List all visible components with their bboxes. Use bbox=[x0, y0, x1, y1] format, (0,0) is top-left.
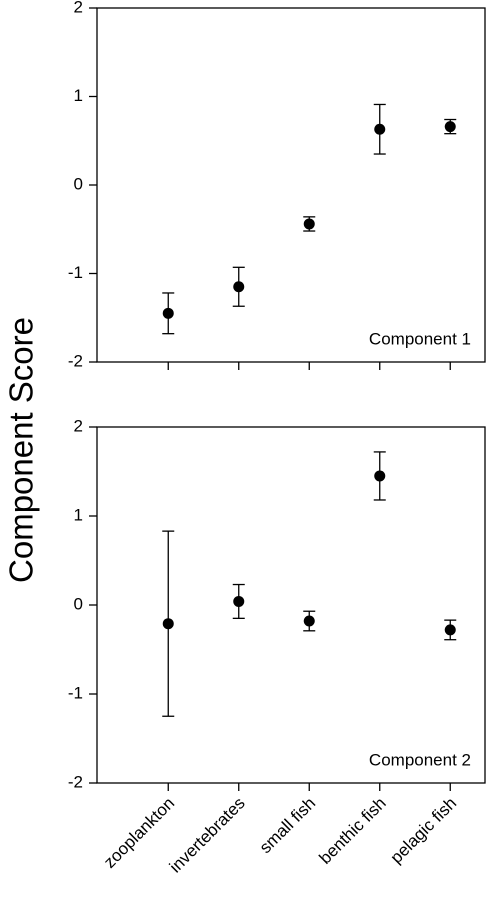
y-tick-label: 2 bbox=[74, 416, 83, 435]
x-tick-label: invertebrates bbox=[166, 794, 249, 877]
x-tick-label: zooplankton bbox=[100, 794, 178, 872]
x-tick-label: benthic fish bbox=[316, 794, 390, 868]
point bbox=[374, 123, 386, 135]
y-tick-label: -1 bbox=[68, 263, 83, 282]
annotation: Component 1 bbox=[369, 329, 471, 348]
x-tick-label: small fish bbox=[256, 794, 320, 858]
point bbox=[303, 218, 315, 230]
point bbox=[162, 307, 174, 319]
point bbox=[374, 470, 386, 482]
y-tick-label: 0 bbox=[74, 174, 83, 193]
point bbox=[233, 595, 245, 607]
x-tick-label: pelagic fish bbox=[387, 794, 461, 868]
y-tick-label: 1 bbox=[74, 505, 83, 524]
y-tick-label: 1 bbox=[74, 86, 83, 105]
y-tick-label: -2 bbox=[68, 351, 83, 370]
point bbox=[162, 618, 174, 630]
point bbox=[233, 281, 245, 293]
y-axis-label: Component Score bbox=[3, 317, 40, 583]
point bbox=[444, 121, 456, 133]
point bbox=[303, 615, 315, 627]
annotation: Component 2 bbox=[369, 750, 471, 769]
y-tick-label: -1 bbox=[68, 683, 83, 702]
plot-frame bbox=[96, 426, 486, 784]
y-tick-label: -2 bbox=[68, 772, 83, 791]
point bbox=[444, 624, 456, 636]
y-tick-label: 2 bbox=[74, 0, 83, 16]
plot-frame bbox=[96, 7, 486, 363]
y-tick-label: 0 bbox=[74, 594, 83, 613]
